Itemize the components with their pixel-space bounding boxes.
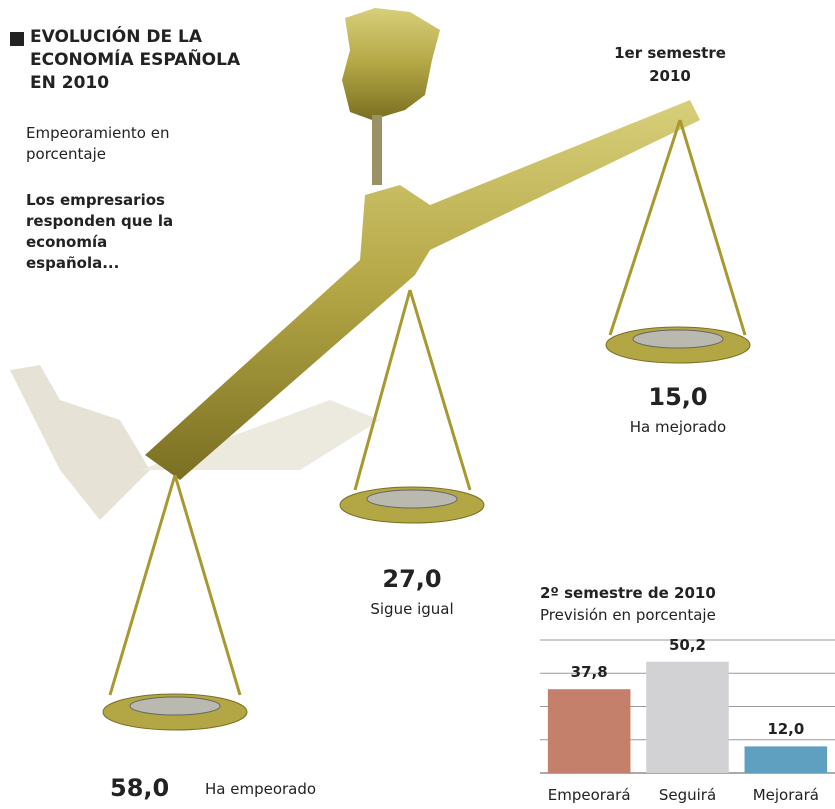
x-tick-label: Empeorará (547, 786, 631, 804)
title: EVOLUCIÓN DE LA ECONOMÍA ESPAÑOLA EN 201… (30, 27, 241, 93)
shadow (10, 365, 150, 520)
title-bullet (10, 32, 24, 46)
bar (744, 746, 828, 773)
bar-subtitle: Previsión en porcentaje (540, 606, 716, 624)
bar (646, 661, 729, 773)
beam (145, 100, 700, 480)
category-label: Ha empeorado (205, 780, 317, 798)
value-label: 15,0 (648, 383, 708, 411)
category-label: Sigue igual (370, 600, 454, 618)
coins (366, 489, 458, 509)
subtitle: Empeoramiento en porcentaje (26, 124, 170, 163)
coins (129, 696, 221, 716)
value-label: 58,0 (110, 774, 170, 802)
scale-title: 1er semestre 2010 (614, 44, 726, 85)
note: Los empresarios responden que la economí… (26, 191, 174, 272)
value-label: 27,0 (382, 565, 442, 593)
map-spain (342, 8, 440, 120)
value-label: 50,2 (668, 635, 706, 654)
value-label: 37,8 (570, 663, 608, 682)
chains (108, 119, 747, 696)
x-tick-label: Seguirá (658, 786, 717, 804)
x-tick-label: Mejorará (752, 786, 819, 804)
coins (632, 329, 724, 349)
bar (547, 689, 631, 773)
bar-title: 2º semestre de 2010 (540, 584, 716, 602)
stem (372, 115, 382, 185)
category-label: Ha mejorado (629, 418, 727, 436)
value-label: 12,0 (767, 720, 805, 739)
